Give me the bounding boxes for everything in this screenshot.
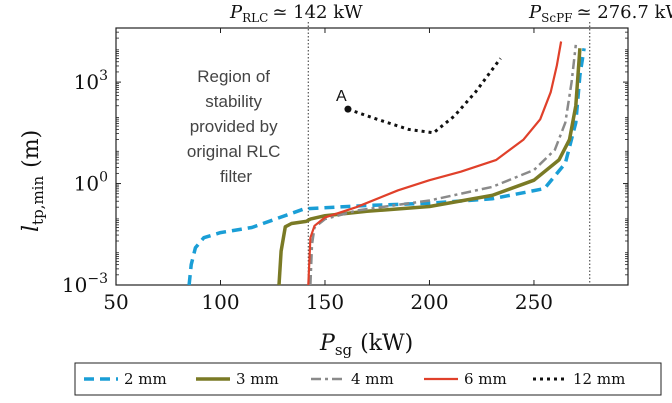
x-axis-label-sub: sg: [335, 341, 353, 359]
region-line-5: filter: [220, 167, 252, 186]
y-axis-label: ltp,min (m): [19, 130, 47, 232]
region-line-1: Region of: [197, 67, 270, 86]
y-tick-label-1: 100: [74, 170, 108, 196]
legend: 2 mm 3 mm 4 mm 6 mm 12 mm: [84, 370, 625, 388]
vlines-layer: [307, 22, 591, 285]
region-line-3: provided by: [190, 117, 278, 136]
x-tick-label-4: 250: [515, 290, 553, 314]
x-tick-label-3: 200: [410, 290, 448, 314]
y-tick-label-2: 10−3: [62, 271, 108, 297]
legend-label-2mm: 2 mm: [124, 370, 167, 388]
region-line-2: stability: [205, 92, 262, 111]
legend-label-6mm: 6 mm: [464, 370, 507, 388]
x-axis-label: Psg (kW): [319, 331, 413, 359]
y-axis-label-sub: tp,min: [29, 176, 47, 225]
y-tick-label-0: 103: [74, 68, 108, 94]
x-tick-label-0: 50: [103, 290, 128, 314]
series-line-2mm: [187, 48, 586, 286]
series-line-3mm: [277, 48, 582, 286]
vline-label-rlc-value: ≃ 142 kW: [272, 2, 363, 23]
series-line-12mm: [347, 57, 502, 135]
legend-label-3mm: 3 mm: [236, 370, 279, 388]
point-a-marker: [344, 105, 352, 113]
legend-label-12mm: 12 mm: [573, 370, 625, 388]
vline-label-scpf-value: ≃ 276.7 kW: [576, 2, 672, 23]
region-line-4: original RLC: [187, 142, 281, 161]
vline-label-scpf-sub: ScPF: [541, 11, 572, 25]
x-axis-label-unit: (kW): [360, 331, 413, 356]
x-tick-label-1: 100: [201, 290, 239, 314]
region-text: Region of stability provided by original…: [187, 67, 285, 186]
series-line-6mm: [307, 41, 563, 286]
legend-label-4mm: 4 mm: [351, 370, 394, 388]
x-tick-label-2: 150: [306, 290, 344, 314]
y-axis-label-unit: (m): [19, 130, 44, 168]
point-a-label: A: [336, 88, 347, 105]
series-layer: [187, 41, 586, 286]
vline-label-scpf-main: P: [528, 2, 542, 23]
x-axis-label-main: P: [319, 331, 336, 356]
y-axis-label-main: l: [19, 225, 44, 232]
vline-label-rlc-main: P: [229, 2, 243, 23]
ticks-layer: 50 100 150 200 250 103 100 10−3: [62, 28, 628, 314]
vline-label-rlc-sub: RLC: [242, 11, 268, 25]
plot-area: [115, 27, 629, 286]
vline-label-rlc: PRLC ≃ 142 kW: [229, 2, 363, 25]
vline-label-scpf: PScPF ≃ 276.7 kW: [528, 2, 672, 25]
series-line-4mm: [309, 44, 578, 286]
